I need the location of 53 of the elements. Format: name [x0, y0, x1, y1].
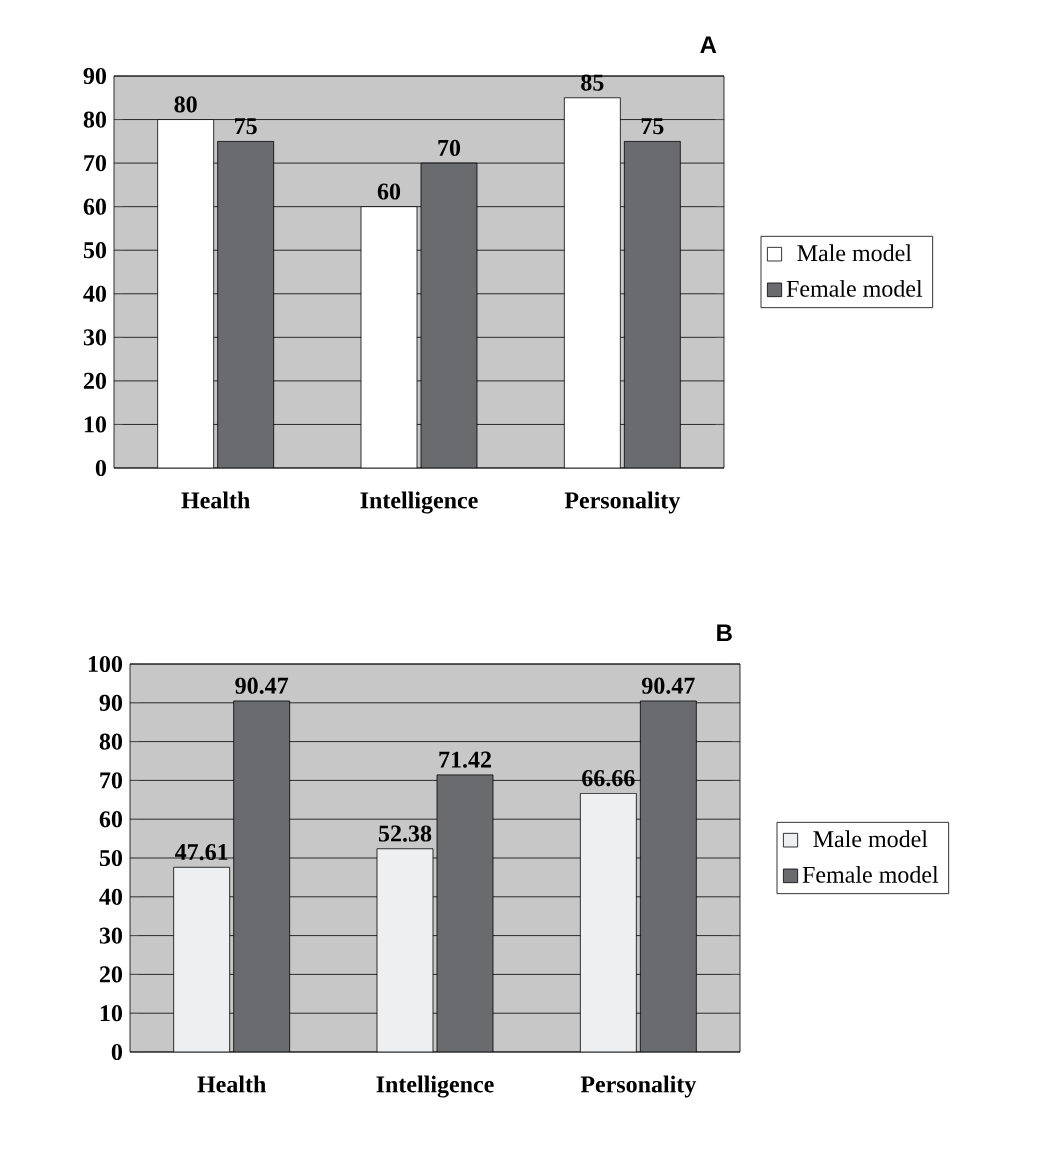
bar — [420, 162, 478, 468]
chart-title: A — [700, 36, 717, 54]
x-tick-label: Health — [181, 491, 250, 509]
data-label: 52.38 — [378, 825, 432, 842]
bar — [233, 700, 291, 1052]
bar — [579, 792, 637, 1052]
data-label: 75 — [235, 118, 257, 135]
y-tick-label: 20 — [83, 372, 107, 389]
y-tick-label: 90 — [99, 694, 123, 711]
legend-label: Male model — [813, 830, 928, 848]
y-tick-label: 0 — [95, 459, 107, 477]
data-label: 60 — [377, 183, 401, 200]
y-tick-label: 70 — [100, 772, 123, 789]
y-tick-label: 80 — [99, 733, 123, 750]
chart-title: B — [717, 624, 732, 642]
x-tick-label: Health — [197, 1075, 266, 1093]
y-tick-label: 70 — [84, 155, 107, 172]
y-tick-label: 60 — [99, 811, 123, 828]
x-tick-label: Personality — [564, 491, 681, 514]
legend-label: Female model — [802, 866, 939, 883]
y-tick-label: 100 — [88, 655, 123, 673]
legend-label: Female model — [786, 279, 923, 297]
data-label: 70 — [438, 139, 461, 157]
y-tick-label: 30 — [83, 329, 107, 346]
data-label: 90.47 — [235, 677, 289, 694]
y-tick-label: 80 — [83, 111, 107, 128]
bar — [436, 774, 494, 1052]
y-tick-label: 50 — [83, 242, 107, 259]
bar — [639, 700, 697, 1052]
data-label: 90.47 — [642, 677, 695, 694]
data-label: 75 — [641, 118, 664, 135]
y-tick-label: 10 — [100, 1005, 123, 1022]
y-tick-label: 30 — [99, 927, 123, 944]
bar — [217, 140, 275, 468]
y-tick-label: 20 — [99, 966, 123, 983]
bar — [623, 140, 681, 468]
x-tick-label: Personality — [580, 1075, 697, 1098]
y-tick-label: 40 — [83, 285, 107, 302]
y-tick-label: 90 — [83, 67, 107, 85]
bar — [173, 866, 231, 1052]
data-label: 47.61 — [174, 843, 228, 861]
y-tick-label: 40 — [99, 888, 123, 905]
y-tick-label: 10 — [84, 416, 107, 433]
data-label: 80 — [174, 96, 197, 113]
bar — [376, 848, 434, 1052]
y-tick-label: 50 — [99, 849, 123, 867]
legend-label: Male model — [797, 244, 912, 262]
data-label: 85 — [581, 74, 604, 91]
y-tick-label: 60 — [83, 198, 107, 215]
y-tick-label: 0 — [111, 1043, 123, 1061]
data-label: 71.42 — [439, 751, 491, 768]
x-tick-label: Intelligence — [360, 491, 478, 514]
x-tick-label: Intelligence — [376, 1075, 494, 1098]
